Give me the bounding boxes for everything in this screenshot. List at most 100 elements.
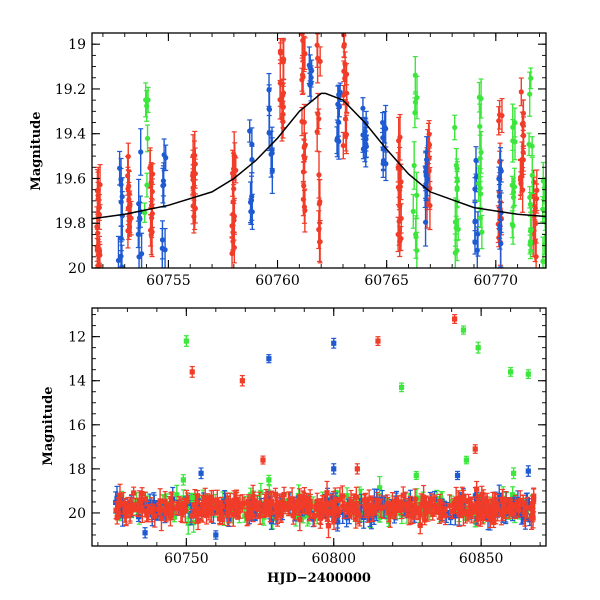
red-data-point <box>314 33 320 68</box>
red-data-point <box>362 494 368 519</box>
green-data-point <box>527 186 533 209</box>
green-outlier-point <box>413 470 419 481</box>
y-tick-label: 16 <box>68 418 86 434</box>
y-tick-label: 19.8 <box>55 216 86 232</box>
red-data-point <box>397 225 403 258</box>
red-data-point <box>128 200 134 236</box>
plot-area <box>92 33 546 268</box>
blue-data-point <box>380 149 386 178</box>
red-data-point <box>317 178 323 225</box>
green-data-point <box>144 172 150 198</box>
red-data-point <box>289 487 295 511</box>
red-data-point <box>147 149 153 186</box>
red-data-point <box>480 512 486 525</box>
red-data-point <box>135 502 141 516</box>
red-data-point <box>432 496 438 515</box>
red-data-point <box>299 33 305 59</box>
green-outlier-point <box>475 341 481 354</box>
red-data-point <box>139 498 145 518</box>
red-data-point <box>307 489 313 514</box>
red-data-point <box>148 181 155 230</box>
blue-data-point <box>266 87 273 132</box>
red-data-point <box>169 504 175 521</box>
red-data-point <box>412 498 418 514</box>
red-data-point <box>339 485 346 507</box>
x-tick-label: 60765 <box>364 273 409 289</box>
y-tick-label: 14 <box>68 374 86 390</box>
y-tick-label: 19.2 <box>55 82 86 98</box>
green-data-point <box>412 97 418 129</box>
red-data-point <box>387 503 393 528</box>
green-data-point <box>529 136 535 157</box>
blue-outlier-point <box>266 354 272 364</box>
red-data-point <box>184 489 190 512</box>
red-data-point <box>465 509 471 520</box>
red-data-point <box>317 219 323 264</box>
red-data-point <box>301 144 308 173</box>
blue-data-point <box>496 166 502 192</box>
green-data-point <box>528 67 534 90</box>
red-data-point <box>426 147 432 170</box>
red-data-point <box>517 490 523 511</box>
red-data-point <box>315 92 321 135</box>
plot-frame <box>91 307 547 547</box>
blue-data-point <box>473 146 479 175</box>
bottom-y-axis-label: Magnitude <box>41 386 56 465</box>
green-data-point <box>509 175 515 195</box>
red-data-point <box>436 499 442 519</box>
y-tick-label: 19.4 <box>55 127 86 143</box>
red-data-point <box>228 500 234 515</box>
blue-data-point <box>475 211 481 257</box>
red-data-point <box>192 193 198 224</box>
red-data-point <box>274 502 280 521</box>
red-data-point <box>280 40 286 84</box>
green-data-point <box>510 103 516 151</box>
green-data-point <box>509 210 515 239</box>
red-data-point <box>152 504 158 528</box>
x-tick-label: 60850 <box>459 551 504 567</box>
blue-data-point <box>115 235 122 268</box>
x-tick-label: 60750 <box>164 551 209 567</box>
red-data-point <box>214 489 220 515</box>
red-data-point <box>442 503 448 516</box>
model-fit-curve <box>92 92 546 220</box>
red-data-point <box>203 497 209 515</box>
red-data-point <box>158 505 165 532</box>
blue-data-point <box>118 225 124 252</box>
blue-data-point <box>306 46 312 85</box>
red-data-point <box>155 502 161 516</box>
red-data-point <box>430 507 436 521</box>
green-outlier-point <box>525 369 531 379</box>
red-data-point <box>189 508 195 523</box>
green-data-point <box>527 227 534 260</box>
red-data-point <box>324 480 330 505</box>
y-tick-label: 20 <box>68 506 86 522</box>
red-data-point <box>343 114 350 155</box>
blue-outlier-point <box>454 470 461 481</box>
x-tick-label: 60770 <box>474 273 519 289</box>
green-data-point <box>410 193 416 229</box>
red-data-point <box>487 505 493 529</box>
green-data-point <box>529 156 535 195</box>
red-data-point <box>173 501 179 516</box>
red-data-point <box>496 106 502 136</box>
red-data-point <box>337 487 343 512</box>
red-data-point <box>144 508 150 522</box>
red-data-point <box>123 506 129 526</box>
red-data-point <box>340 131 346 160</box>
red-data-point <box>284 501 290 513</box>
y-tick-label: 12 <box>68 330 86 346</box>
red-data-point <box>378 498 384 518</box>
red-data-point <box>233 492 239 507</box>
red-data-point <box>447 494 453 518</box>
x-tick-label: 60760 <box>255 273 300 289</box>
blue-data-point <box>119 244 125 268</box>
red-data-point <box>439 501 446 523</box>
red-data-point <box>520 167 526 213</box>
red-outlier-point <box>472 444 478 454</box>
green-data-point <box>455 218 461 241</box>
red-data-point <box>162 491 168 512</box>
red-data-point <box>314 492 320 510</box>
red-data-point <box>369 502 376 522</box>
